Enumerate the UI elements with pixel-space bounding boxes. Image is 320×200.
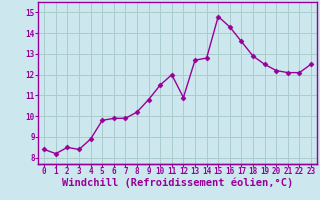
X-axis label: Windchill (Refroidissement éolien,°C): Windchill (Refroidissement éolien,°C) bbox=[62, 178, 293, 188]
